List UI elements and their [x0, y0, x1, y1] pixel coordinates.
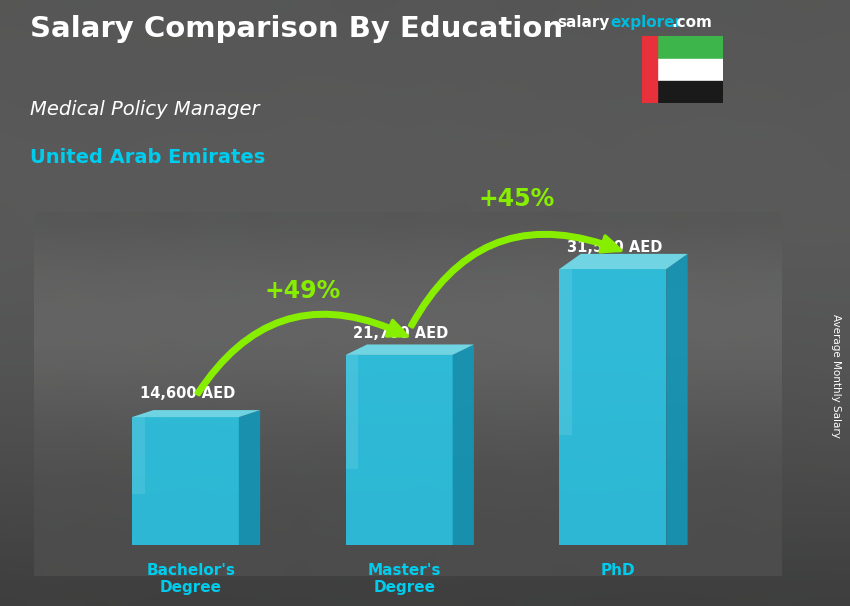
Polygon shape [132, 417, 144, 494]
Text: +49%: +49% [265, 279, 341, 302]
Polygon shape [666, 254, 688, 545]
Polygon shape [559, 269, 666, 545]
Polygon shape [346, 355, 452, 545]
Polygon shape [132, 410, 260, 417]
Polygon shape [239, 410, 260, 545]
Polygon shape [452, 344, 474, 545]
Text: .com: .com [672, 15, 712, 30]
Text: United Arab Emirates: United Arab Emirates [30, 148, 265, 167]
Text: explorer: explorer [610, 15, 683, 30]
Polygon shape [559, 254, 688, 269]
Text: Salary Comparison By Education: Salary Comparison By Education [30, 15, 563, 43]
Text: salary: salary [557, 15, 609, 30]
Text: Medical Policy Manager: Medical Policy Manager [30, 100, 259, 119]
Bar [656, 36, 722, 59]
Text: Master's
Degree: Master's Degree [368, 562, 441, 595]
Text: 21,700 AED: 21,700 AED [354, 326, 449, 341]
Text: Bachelor's
Degree: Bachelor's Degree [146, 562, 235, 595]
Text: +45%: +45% [479, 187, 555, 211]
Polygon shape [346, 344, 474, 355]
Text: Average Monthly Salary: Average Monthly Salary [830, 314, 841, 438]
Polygon shape [132, 417, 239, 545]
Bar [656, 59, 722, 81]
Text: 14,600 AED: 14,600 AED [139, 387, 235, 401]
FancyArrowPatch shape [196, 313, 407, 395]
Bar [642, 36, 656, 103]
Bar [656, 81, 722, 103]
Text: PhD: PhD [601, 562, 636, 578]
Text: 31,500 AED: 31,500 AED [567, 240, 662, 255]
FancyArrowPatch shape [410, 233, 620, 327]
Polygon shape [346, 355, 359, 469]
Polygon shape [559, 269, 572, 435]
